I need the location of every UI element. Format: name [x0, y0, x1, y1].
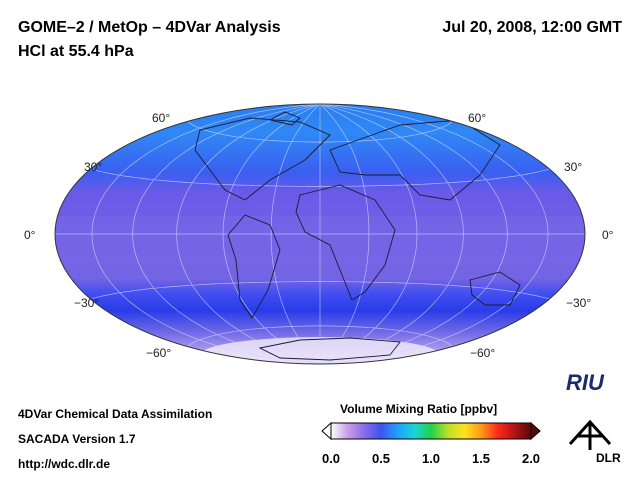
footer-info: 4DVar Chemical Data Assimilation SACADA …	[18, 402, 212, 477]
graticule	[55, 104, 585, 364]
meridian-line	[132, 104, 321, 364]
title-block: GOME–2 / MetOp – 4DVar Analysis HCl at 5…	[18, 16, 281, 64]
lat-label-right-m30: −30°	[566, 296, 592, 310]
dlr-logo-icon	[568, 419, 612, 450]
meridian-line	[319, 104, 418, 364]
lat-label-right-m60: −60°	[470, 346, 496, 360]
footer-link[interactable]: http://wdc.dlr.de	[18, 457, 110, 471]
footer-line-2: SACADA Version 1.7	[18, 432, 136, 446]
lat-label-left-m60: −60°	[146, 346, 172, 360]
meridian-line	[319, 104, 508, 364]
datetime-label: Jul 20, 2008, 12:00 GMT	[442, 19, 622, 36]
colorbar-tick: 1.5	[471, 451, 491, 466]
meridian-line	[319, 104, 464, 364]
lat-label-left-30: 30°	[84, 160, 103, 174]
title-line-1: GOME–2 / MetOp – 4DVar Analysis	[18, 19, 281, 36]
meridian-line	[319, 104, 549, 364]
colorbar-title: Volume Mixing Ratio [ppbv]	[340, 402, 498, 416]
lat-label-left-0: 0°	[24, 228, 36, 242]
lat-label-right-30: 30°	[564, 160, 583, 174]
meridian-line	[270, 104, 321, 364]
lat-label-right-60: 60°	[468, 111, 487, 125]
meridian-line	[91, 104, 321, 364]
meridian-line	[319, 104, 370, 364]
colorbar-tick: 1.0	[421, 451, 441, 466]
title-line-2: HCl at 55.4 hPa	[18, 43, 134, 60]
colorbar-tick: 2.0	[521, 451, 541, 466]
lat-label-left-m30: −30°	[74, 296, 100, 310]
lat-label-left-60: 60°	[152, 111, 171, 125]
riu-logo: RIU	[566, 370, 604, 395]
coastlines	[194, 111, 521, 361]
dlr-logo-text: DLR	[596, 451, 621, 465]
meridian-line	[222, 104, 321, 364]
colorbar-tick: 0.5	[371, 451, 391, 466]
footer-line-1: 4DVar Chemical Data Assimilation	[18, 407, 213, 421]
lat-label-right-0: 0°	[602, 228, 614, 242]
meridian-line	[176, 104, 321, 364]
map-border	[54, 103, 586, 365]
colorbar-tick: 0.0	[321, 451, 341, 466]
